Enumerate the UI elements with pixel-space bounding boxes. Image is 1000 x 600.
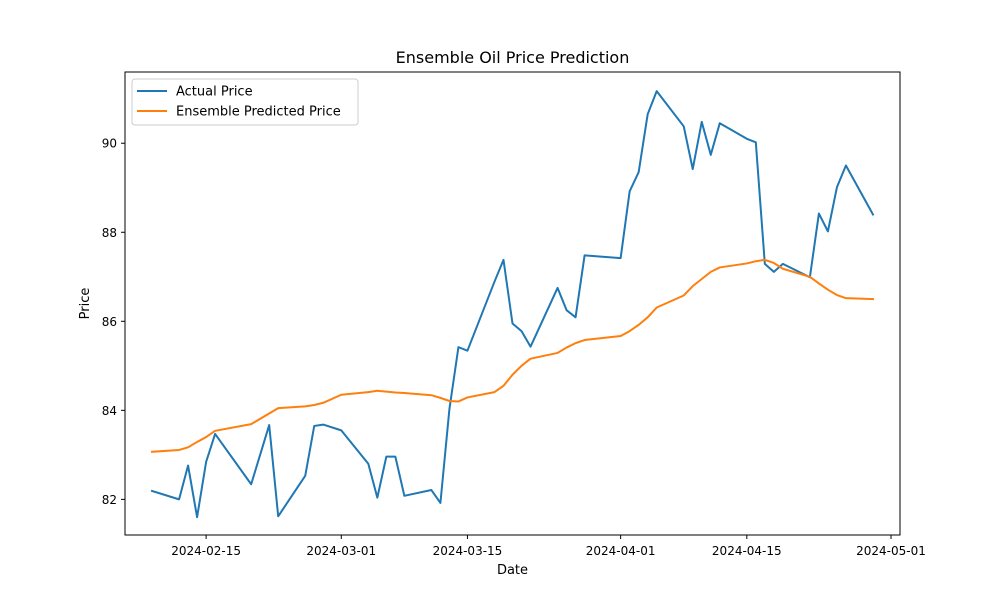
plot-frame: [124, 71, 901, 536]
y-tick-label-0: 82: [102, 493, 117, 507]
y-tick-label-1: 84: [102, 404, 117, 418]
legend-box: [131, 78, 359, 126]
y-tick-label-3: 88: [102, 226, 117, 240]
series-line-0: [150, 90, 875, 519]
y-axis-ticks: 82 84 86 88 90: [102, 137, 125, 507]
series-line-1: [150, 258, 875, 453]
x-tick-label-5: 2024-05-01: [856, 544, 926, 558]
x-tick-label-2: 2024-03-15: [433, 544, 503, 558]
legend: Actual Price Ensemble Predicted Price: [131, 78, 359, 126]
legend-label-actual: Actual Price: [176, 85, 253, 100]
y-axis-label: Price: [78, 288, 93, 320]
x-tick-label-3: 2024-04-01: [586, 544, 656, 558]
legend-label-predicted: Ensemble Predicted Price: [176, 105, 341, 120]
series-layer: [150, 90, 875, 519]
x-axis-ticks: 2024-02-15 2024-03-01 2024-03-15 2024-04-01…: [171, 535, 926, 558]
x-tick-label-1: 2024-03-01: [306, 544, 376, 558]
y-tick-label-4: 90: [102, 137, 117, 151]
x-tick-label-0: 2024-02-15: [171, 544, 241, 558]
y-tick-label-2: 86: [102, 315, 117, 329]
x-tick-label-4: 2024-04-15: [712, 544, 782, 558]
chart-title: Ensemble Oil Price Prediction: [396, 48, 630, 67]
x-axis-label: Date: [497, 563, 528, 578]
